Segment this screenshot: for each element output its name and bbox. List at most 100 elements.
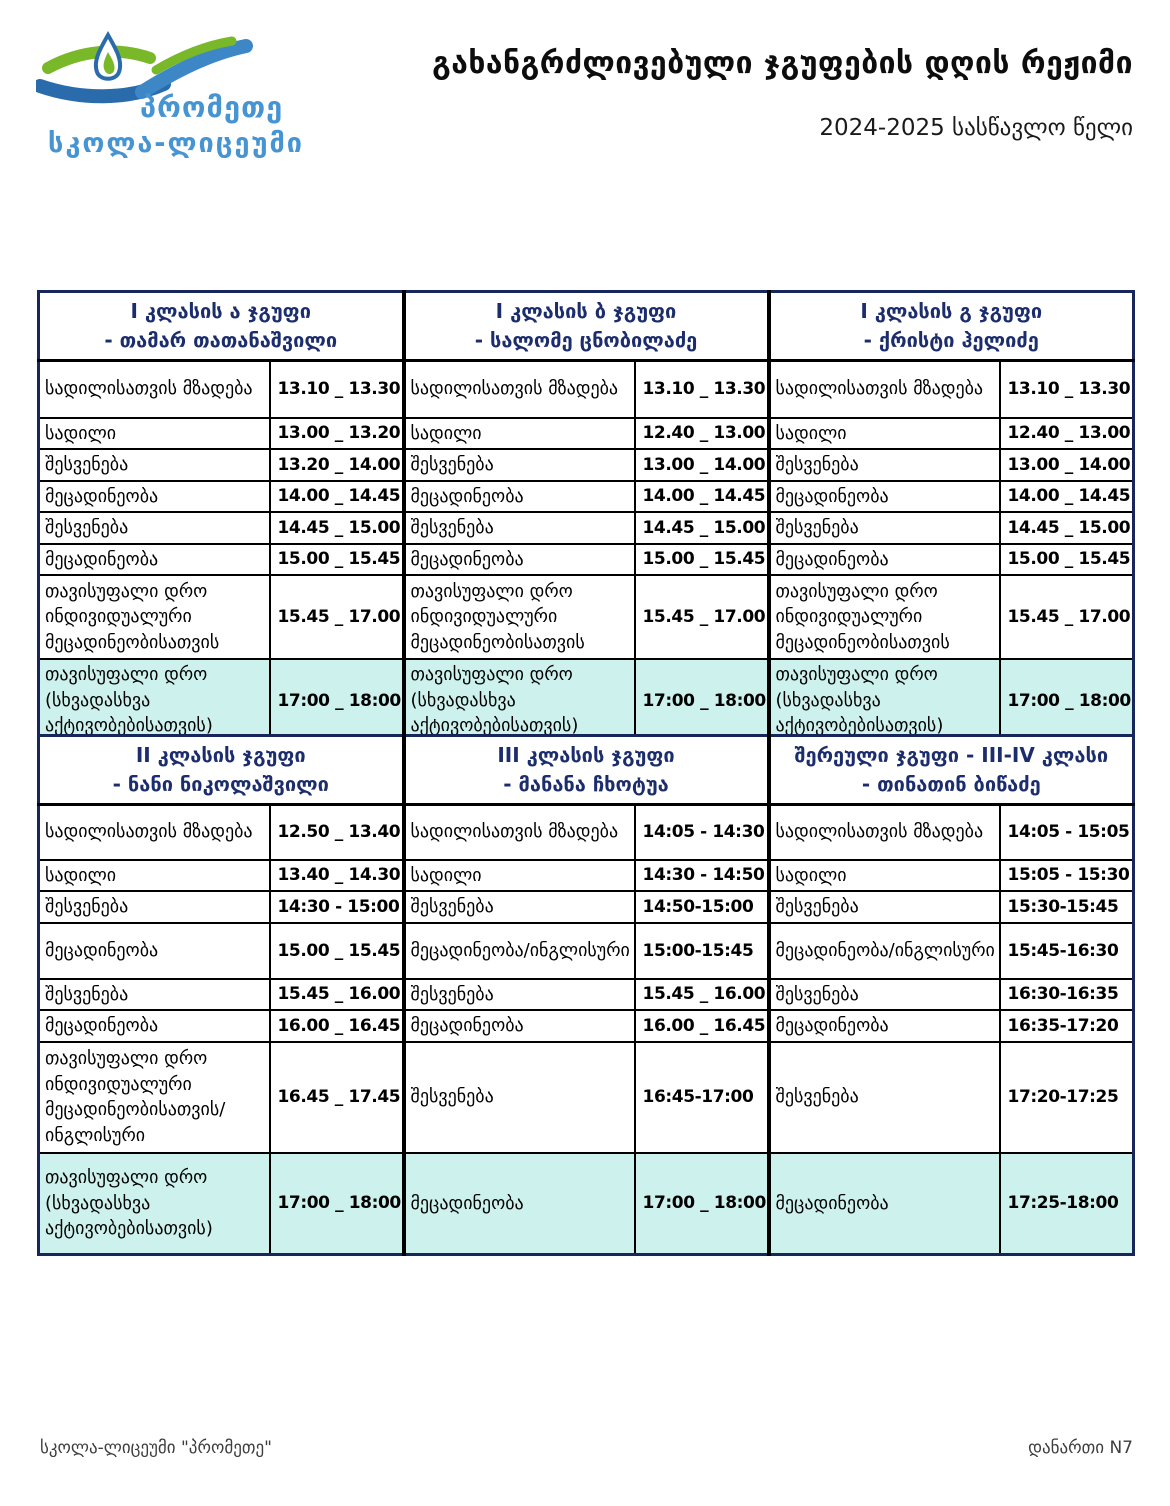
time-cell: 14.45 _ 15.00 [268,511,405,545]
time-cell: 15:45-16:30 [998,921,1135,980]
group-title: შერეული ჯგუფი - III-IV კლასი [794,743,1109,767]
activity-cell: მეცადინეობა [766,479,1001,514]
time-cell: 14.00 _ 14.45 [998,479,1135,514]
activity-cell: თავისუფალი დრო (სხვადასხვა აქტივობებისათ… [401,658,636,744]
activity-cell: სადილისათვის მზადება [37,359,271,419]
group-header: I კლასის ბ ჯგუფი - სალომე ცნობილაძე [401,290,770,362]
time-cell: 15.45 _ 17.00 [268,574,405,661]
activity-cell: თავისუფალი დრო ინდივიდუალური მეცადინეობი… [401,574,636,661]
activity-cell: შესვენება [37,977,271,1012]
activity-cell: სადილისათვის მზადება [401,359,636,419]
activity-cell: შესვენება [401,448,636,482]
schedule-row: თავისუფალი დრო ინდივიდუალური მეცადინეობი… [37,1040,1135,1154]
group-header: I კლასის გ ჯგუფი - ქრისტი ჰელიძე [766,290,1135,362]
time-cell: 14:05 - 14:30 [633,803,770,861]
logo-school-type: სკოლა-ლიცეუმი [48,128,305,159]
activity-cell: შესვენება [766,448,1001,482]
time-cell: 17:00 _ 18:00 [998,658,1135,744]
time-cell: 13.00 _ 14.00 [633,448,770,482]
activity-cell: შესვენება [401,977,636,1012]
activity-cell: მეცადინეობა [766,1009,1001,1043]
schedule-row: სადილისათვის მზადება 13.10 _ 13.30 სადილის… [37,359,1135,419]
activity-cell: შესვენება [37,448,271,482]
schedule-table: II კლასის ჯგუფი - ნანი ნიკოლაშვილი III კლა… [37,734,1136,1257]
schedule-table-upper-classes: II კლასის ჯგუფი - ნანი ნიკოლაშვილი III კლა… [37,734,1136,1257]
activity-cell: შესვენება [37,511,271,545]
activity-cell: შესვენება [766,890,1001,924]
group-header: შერეული ჯგუფი - III-IV კლასი - თინათინ ბი… [766,734,1135,806]
activity-cell: მეცადინეობა [37,479,271,514]
time-cell: 13.00 _ 13.20 [268,416,405,451]
activity-cell: შესვენება [401,1040,636,1154]
group-teacher: - სალომე ცნობილაძე [474,328,698,352]
time-cell: 15.00 _ 15.45 [998,542,1135,577]
activity-cell: შესვენება [766,977,1001,1012]
schedule-row: შესვენება 14.45 _ 15.00 შესვენება 14.45 _ 1… [37,511,1135,545]
schedule-row: მეცადინეობა 16.00 _ 16.45 მეცადინეობა 16.00… [37,1009,1135,1043]
activity-cell: შესვენება [766,511,1001,545]
activity-cell: მეცადინეობა [766,542,1001,577]
time-cell: 15.45 _ 16.00 [633,977,770,1012]
time-cell: 13.10 _ 13.30 [633,359,770,419]
time-cell: 14:30 - 14:50 [633,858,770,893]
schedule-table-first-classes: I კლასის ა ჯგუფი - თამარ თათანაშვილი I კლა… [37,290,1136,744]
activity-cell: მეცადინეობა/ინგლისური [766,921,1001,980]
time-cell: 14.45 _ 15.00 [633,511,770,545]
time-cell: 14.45 _ 15.00 [998,511,1135,545]
time-cell: 15.00 _ 15.45 [268,542,405,577]
page-footer: სკოლა-ლიცეუმი "პრომეთე" დანართი N7 [40,1438,1133,1458]
activity-cell: სადილი [37,416,271,451]
time-cell: 16:30-16:35 [998,977,1135,1012]
time-cell: 16:45-17:00 [633,1040,770,1154]
activity-cell: მეცადინეობა [37,542,271,577]
activity-cell: თავისუფალი დრო (სხვადასხვა აქტივობებისათ… [37,658,271,744]
time-cell: 16:35-17:20 [998,1009,1135,1043]
time-cell: 15:00-15:45 [633,921,770,980]
time-cell: 17:25-18:00 [998,1151,1135,1256]
page-title: გახანგრძლივებული ჯგუფების დღის რეჟიმი [432,46,1133,81]
activity-cell: მეცადინეობა [37,921,271,980]
activity-cell: თავისუფალი დრო (სხვადასხვა აქტივობებისათ… [37,1151,271,1256]
schedule-row: შესვენება 15.45 _ 16.00 შესვენება 15.45 _ 1… [37,977,1135,1012]
time-cell: 17:00 _ 18:00 [268,658,405,744]
logo-school-name: პრომეთე [140,90,284,124]
time-cell: 16.45 _ 17.45 [268,1040,405,1154]
schedule-row: თავისუფალი დრო (სხვადასხვა აქტივობებისათ… [37,1151,1135,1256]
title-block: გახანგრძლივებული ჯგუფების დღის რეჟიმი 20… [432,46,1133,141]
activity-cell: შესვენება [401,511,636,545]
activity-cell: თავისუფალი დრო ინდივიდუალური მეცადინეობი… [37,1040,271,1154]
activity-cell: სადილისათვის მზადება [37,803,271,861]
group-header-row: I კლასის ა ჯგუფი - თამარ თათანაშვილი I კლა… [37,290,1135,362]
time-cell: 14.00 _ 14.45 [268,479,405,514]
time-cell: 16.00 _ 16.45 [633,1009,770,1043]
time-cell: 14:05 - 15:05 [998,803,1135,861]
activity-cell: მეცადინეობა [401,479,636,514]
time-cell: 12.50 _ 13.40 [268,803,405,861]
footer-annex-number: დანართი N7 [1028,1438,1133,1458]
activity-cell: თავისუფალი დრო ინდივიდუალური მეცადინეობი… [37,574,271,661]
schedule-row: შესვენება 13.20 _ 14.00 შესვენება 13.00 _ 1… [37,448,1135,482]
time-cell: 15:30-15:45 [998,890,1135,924]
schedule-row: მეცადინეობა 15.00 _ 15.45 მეცადინეობა/ინგლ… [37,921,1135,980]
group-title: I კლასის ა ჯგუფი [130,299,311,323]
group-title: II კლასის ჯგუფი [135,743,306,767]
time-cell: 12.40 _ 13.00 [633,416,770,451]
activity-cell: შესვენება [37,890,271,924]
time-cell: 14.00 _ 14.45 [633,479,770,514]
time-cell: 13.00 _ 14.00 [998,448,1135,482]
time-cell: 17:20-17:25 [998,1040,1135,1154]
activity-cell: სადილი [401,858,636,893]
group-header: I კლასის ა ჯგუფი - თამარ თათანაშვილი [37,290,405,362]
group-teacher: - ქრისტი ჰელიძე [863,328,1039,352]
academic-year: 2024-2025 სასწავლო წელი [819,115,1133,141]
activity-cell: თავისუფალი დრო (სხვადასხვა აქტივობებისათ… [766,658,1001,744]
group-teacher: - ნანი ნიკოლაშვილი [112,772,329,796]
activity-cell: სადილისათვის მზადება [766,803,1001,861]
group-header: II კლასის ჯგუფი - ნანი ნიკოლაშვილი [37,734,405,806]
time-cell: 17:00 _ 18:00 [633,658,770,744]
time-cell: 15.00 _ 15.45 [268,921,405,980]
time-cell: 14:30 - 15:00 [268,890,405,924]
activity-cell: სადილი [401,416,636,451]
group-title: I კლასის გ ჯგუფი [860,299,1043,323]
time-cell: 17:00 _ 18:00 [633,1151,770,1256]
